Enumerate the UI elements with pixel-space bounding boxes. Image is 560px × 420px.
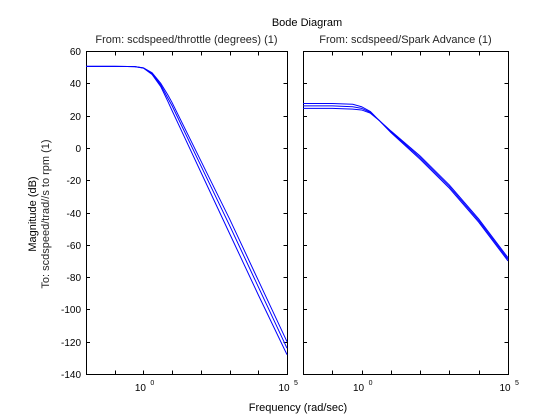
- x-tick-label-exponent: 0: [150, 380, 154, 387]
- panel-1: From: scdspeed/throttle (degrees) (1) 60 4…: [61, 34, 298, 394]
- y-tick-label: -80: [67, 273, 82, 284]
- panel-subtitle: From: scdspeed/Spark Advance (1): [319, 34, 491, 46]
- plot-frame: [86, 51, 288, 375]
- y-tick-label: -120: [61, 338, 81, 349]
- plot-frame: [303, 51, 509, 375]
- y-tick-label: -40: [67, 209, 82, 220]
- y-tick-label: 60: [70, 47, 82, 58]
- y-axis-label-output: To: scdspeed/trad//s to rpm (1): [40, 139, 52, 288]
- y-tick-label: -20: [67, 176, 82, 187]
- y-axis-label: Magnitude (dB) To: scdspeed/trad//s to r…: [27, 139, 52, 288]
- panel-subtitle: From: scdspeed/throttle (degrees) (1): [95, 34, 277, 46]
- x-tick-label: 10: [135, 383, 147, 394]
- y-tick-label: -60: [67, 241, 82, 252]
- x-tick-label-exponent: 5: [515, 380, 519, 387]
- y-tick-label: 40: [70, 79, 82, 90]
- x-axis-label: Frequency (rad/sec): [249, 402, 347, 414]
- series-line-3: [303, 107, 509, 259]
- panel-2: From: scdspeed/Spark Advance (1) 10 0 10 5: [303, 34, 519, 394]
- y-tick-label: -140: [61, 370, 81, 381]
- x-tick-label: 10: [499, 383, 511, 394]
- y-tick-label: 0: [75, 144, 81, 155]
- x-tick-label-exponent: 0: [369, 380, 373, 387]
- y-tick-label: 20: [70, 112, 82, 123]
- y-tick-label: -100: [61, 305, 81, 316]
- series-line-3: [86, 65, 288, 342]
- panels: From: scdspeed/throttle (degrees) (1) 60 4…: [61, 34, 519, 394]
- x-tick-label: 10: [353, 383, 365, 394]
- y-axis-label-magnitude: Magnitude (dB): [27, 176, 39, 251]
- chart-title: Bode Diagram: [272, 17, 342, 29]
- x-tick-label-exponent: 5: [294, 380, 298, 387]
- x-tick-label: 10: [278, 383, 290, 394]
